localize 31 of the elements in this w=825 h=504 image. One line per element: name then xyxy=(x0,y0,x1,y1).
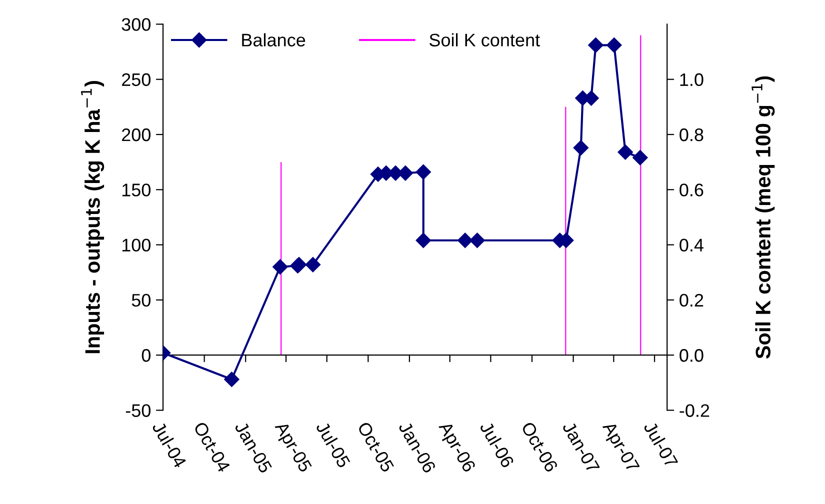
y2-tick-label: 0.0 xyxy=(680,349,704,362)
point xyxy=(416,164,431,180)
y-tick-label: 300 xyxy=(122,18,151,31)
y2-axis-title: Soil K content (meq 100 g$^{−1}$) xyxy=(752,76,775,359)
point xyxy=(272,259,288,274)
point xyxy=(458,232,473,248)
y-tick-label: 50 xyxy=(132,294,151,307)
point xyxy=(632,150,648,166)
y-tick-label: 100 xyxy=(122,238,151,252)
point xyxy=(416,232,431,248)
y-tick-label: 200 xyxy=(122,128,151,142)
legend-label: Balance xyxy=(242,33,306,46)
legend-label: Soil K content xyxy=(430,33,540,46)
y2-tick-label: 0.4 xyxy=(680,238,704,252)
y2-tick-label: -0.2 xyxy=(680,404,710,417)
y-tick-label: -50 xyxy=(126,404,151,417)
y-tick-label: 150 xyxy=(122,184,151,196)
point xyxy=(224,372,240,387)
y2-tick-label: 1.0 xyxy=(680,73,704,86)
y2-tick-label: 0.8 xyxy=(680,128,704,142)
point xyxy=(573,140,588,156)
y-tick-label: 250 xyxy=(122,73,151,86)
y2-tick-label: 0.2 xyxy=(680,294,704,307)
point xyxy=(618,144,633,160)
point xyxy=(470,232,485,248)
point xyxy=(606,38,622,53)
point xyxy=(588,38,604,53)
y-axis-title: Inputs - outputs (kg K ha$^{−1}$) xyxy=(81,81,104,354)
y2-tick-label: 0.6 xyxy=(680,184,704,196)
y-tick-label: 0 xyxy=(142,349,151,362)
point xyxy=(305,257,321,272)
